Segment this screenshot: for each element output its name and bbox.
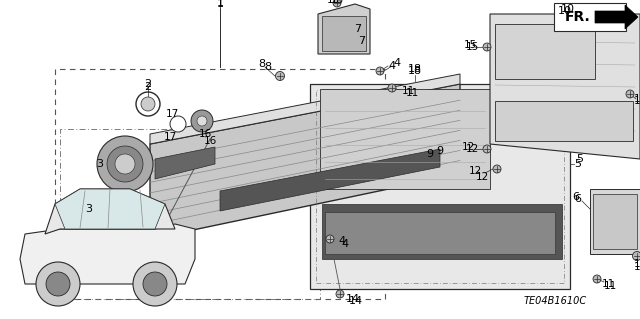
- Text: 1: 1: [216, 0, 223, 8]
- Text: 8: 8: [264, 62, 271, 72]
- Polygon shape: [155, 147, 215, 179]
- Circle shape: [115, 154, 135, 174]
- Polygon shape: [150, 74, 460, 144]
- Bar: [325, 212, 555, 254]
- Bar: [320, 89, 490, 189]
- Polygon shape: [20, 224, 195, 284]
- Circle shape: [483, 145, 491, 153]
- Text: 15: 15: [634, 94, 640, 104]
- Text: 15: 15: [465, 42, 479, 52]
- Text: 14: 14: [349, 296, 363, 306]
- Text: 10: 10: [558, 6, 572, 16]
- Text: 13: 13: [330, 0, 344, 5]
- Circle shape: [333, 0, 341, 7]
- Text: 17: 17: [163, 132, 177, 142]
- Text: 16: 16: [198, 129, 212, 139]
- Circle shape: [493, 165, 501, 173]
- Text: 13: 13: [634, 259, 640, 269]
- Polygon shape: [55, 189, 165, 229]
- Text: 7: 7: [355, 24, 362, 34]
- Circle shape: [191, 110, 213, 132]
- Text: 6: 6: [573, 192, 579, 202]
- Bar: [322, 204, 562, 259]
- Text: 3: 3: [97, 159, 104, 169]
- Text: 8: 8: [259, 59, 266, 69]
- Polygon shape: [490, 14, 640, 159]
- Bar: [60, 129, 320, 299]
- Circle shape: [632, 251, 640, 261]
- Circle shape: [626, 90, 634, 98]
- Polygon shape: [590, 189, 640, 254]
- Polygon shape: [220, 149, 440, 211]
- Text: 18: 18: [408, 66, 422, 76]
- Circle shape: [336, 290, 344, 298]
- Text: 11: 11: [405, 88, 419, 98]
- Text: 13: 13: [326, 0, 340, 5]
- Text: 6: 6: [575, 194, 582, 204]
- Circle shape: [326, 235, 334, 243]
- Text: 2: 2: [145, 82, 152, 92]
- Polygon shape: [150, 84, 460, 239]
- Text: 9: 9: [426, 149, 433, 159]
- Circle shape: [483, 43, 491, 51]
- Circle shape: [46, 272, 70, 296]
- Text: 12: 12: [468, 166, 482, 176]
- Circle shape: [593, 275, 601, 283]
- Circle shape: [97, 136, 153, 192]
- Bar: [554, 3, 626, 31]
- Text: 7: 7: [358, 36, 365, 46]
- Polygon shape: [595, 5, 638, 29]
- Bar: [495, 101, 633, 141]
- Text: 12: 12: [461, 142, 475, 152]
- Text: 1: 1: [216, 0, 223, 9]
- Text: 13: 13: [634, 262, 640, 272]
- Text: 14: 14: [346, 294, 360, 304]
- Circle shape: [197, 116, 207, 126]
- Text: 15: 15: [463, 40, 477, 50]
- Circle shape: [376, 67, 384, 75]
- Bar: [593, 194, 637, 249]
- Polygon shape: [310, 84, 570, 289]
- Bar: [316, 90, 564, 283]
- Text: 12: 12: [465, 144, 479, 154]
- Circle shape: [133, 262, 177, 306]
- Circle shape: [36, 262, 80, 306]
- Text: TE04B1610C: TE04B1610C: [524, 296, 587, 306]
- Text: 4: 4: [339, 236, 346, 246]
- Text: 4: 4: [341, 239, 349, 249]
- Text: 18: 18: [408, 64, 422, 74]
- Text: 3: 3: [86, 204, 93, 214]
- Text: 10: 10: [561, 4, 575, 14]
- Polygon shape: [318, 4, 370, 54]
- Text: 2: 2: [145, 79, 152, 89]
- Circle shape: [275, 71, 285, 80]
- Bar: [495, 24, 595, 79]
- Text: 15: 15: [634, 96, 640, 106]
- Circle shape: [107, 146, 143, 182]
- Bar: [55, 69, 385, 299]
- Text: 4: 4: [394, 58, 401, 68]
- Bar: [322, 16, 366, 51]
- Polygon shape: [45, 189, 175, 234]
- Text: 4: 4: [388, 61, 396, 71]
- Text: 5: 5: [575, 159, 582, 169]
- Text: 11: 11: [602, 279, 614, 289]
- Circle shape: [141, 97, 155, 111]
- Text: 12: 12: [476, 172, 488, 182]
- Text: 11: 11: [401, 86, 415, 96]
- Text: 11: 11: [604, 281, 616, 291]
- Text: 5: 5: [577, 154, 584, 164]
- Circle shape: [143, 272, 167, 296]
- Circle shape: [170, 116, 186, 132]
- Text: 9: 9: [436, 146, 444, 156]
- Text: 17: 17: [165, 109, 179, 119]
- Circle shape: [388, 84, 396, 92]
- Text: 16: 16: [204, 136, 216, 146]
- Text: FR.: FR.: [565, 10, 591, 24]
